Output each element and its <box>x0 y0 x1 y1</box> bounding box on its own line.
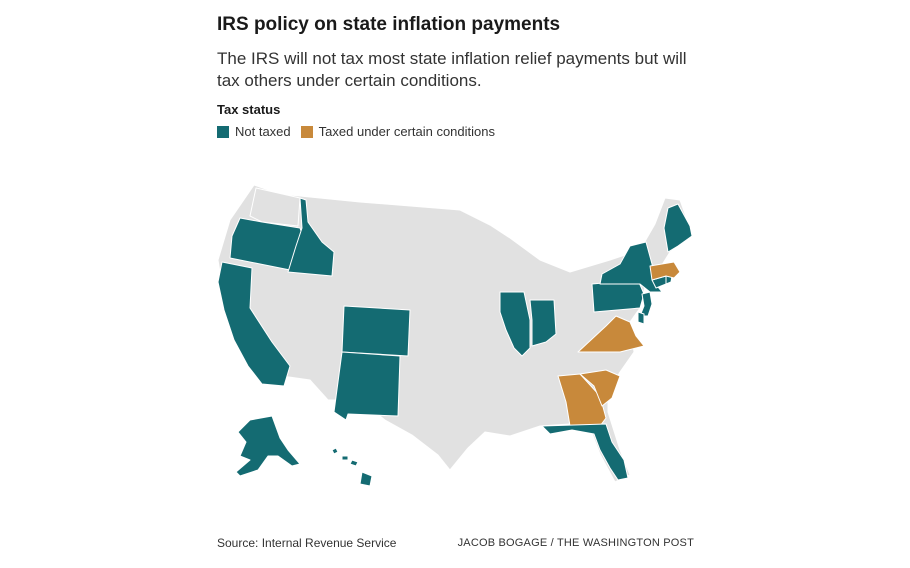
chart-subtitle: The IRS will not tax most state inflatio… <box>217 49 687 90</box>
map-state-delaware <box>637 311 645 325</box>
source-note: Source: Internal Revenue Service <box>217 536 397 550</box>
legend-swatch-taxed <box>300 125 313 138</box>
legend-label-taxed: Taxed under certain conditions <box>318 124 495 139</box>
map-state-illinois <box>499 291 531 357</box>
map-state-california <box>217 261 291 387</box>
map-state-georgia <box>557 373 607 427</box>
credit-line: JACOB BOGAGE / THE WASHINGTON POST <box>457 537 694 549</box>
map-state-hawaii <box>331 447 373 487</box>
map-state-colorado <box>341 305 411 357</box>
map-state-new-jersey <box>639 291 653 317</box>
map-state-south-carolina <box>579 369 621 407</box>
map-state-new-mexico <box>333 351 401 421</box>
chart-title: IRS policy on state inflation payments <box>217 14 561 35</box>
map-state-washington <box>249 187 301 227</box>
map-state-indiana <box>529 299 557 347</box>
map-state-alaska <box>235 415 301 477</box>
legend: Not taxed Taxed under certain conditions <box>217 124 505 139</box>
map-state-maine <box>663 203 693 253</box>
map-state-massachusetts <box>649 261 681 281</box>
map-state-idaho <box>287 197 335 277</box>
map-state-florida <box>541 423 629 481</box>
legend-label-not-taxed: Not taxed <box>235 124 291 139</box>
legend-title: Tax status <box>217 102 281 117</box>
map-state-virginia <box>577 315 645 353</box>
legend-item-not-taxed: Not taxed <box>217 124 291 139</box>
legend-item-taxed: Taxed under certain conditions <box>300 124 495 139</box>
legend-swatch-not-taxed <box>217 125 229 138</box>
map-state-pennsylvania <box>591 279 645 313</box>
us-map <box>217 184 693 487</box>
